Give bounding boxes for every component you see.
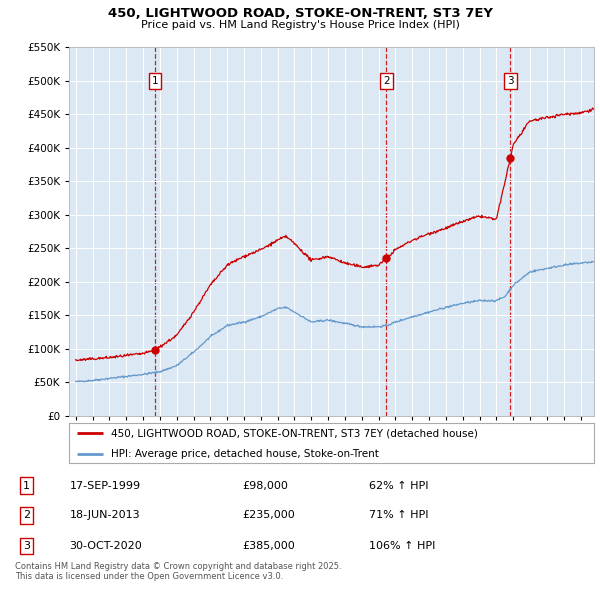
Text: 1: 1 — [23, 481, 30, 491]
Text: 18-JUN-2013: 18-JUN-2013 — [70, 510, 140, 520]
Text: Contains HM Land Registry data © Crown copyright and database right 2025.
This d: Contains HM Land Registry data © Crown c… — [15, 562, 341, 581]
Text: 30-OCT-2020: 30-OCT-2020 — [70, 541, 142, 551]
Text: HPI: Average price, detached house, Stoke-on-Trent: HPI: Average price, detached house, Stok… — [111, 450, 379, 460]
Text: £385,000: £385,000 — [242, 541, 295, 551]
Text: 17-SEP-1999: 17-SEP-1999 — [70, 481, 141, 491]
Text: 2: 2 — [383, 76, 389, 86]
Text: 71% ↑ HPI: 71% ↑ HPI — [369, 510, 428, 520]
Text: 3: 3 — [507, 76, 514, 86]
Text: 450, LIGHTWOOD ROAD, STOKE-ON-TRENT, ST3 7EY: 450, LIGHTWOOD ROAD, STOKE-ON-TRENT, ST3… — [107, 7, 493, 20]
Text: Price paid vs. HM Land Registry's House Price Index (HPI): Price paid vs. HM Land Registry's House … — [140, 20, 460, 30]
Text: 2: 2 — [23, 510, 30, 520]
Text: 62% ↑ HPI: 62% ↑ HPI — [369, 481, 428, 491]
Text: 450, LIGHTWOOD ROAD, STOKE-ON-TRENT, ST3 7EY (detached house): 450, LIGHTWOOD ROAD, STOKE-ON-TRENT, ST3… — [111, 428, 478, 438]
Text: 106% ↑ HPI: 106% ↑ HPI — [369, 541, 436, 551]
Text: £98,000: £98,000 — [242, 481, 288, 491]
Text: 3: 3 — [23, 541, 30, 551]
Text: 1: 1 — [152, 76, 158, 86]
Text: £235,000: £235,000 — [242, 510, 295, 520]
